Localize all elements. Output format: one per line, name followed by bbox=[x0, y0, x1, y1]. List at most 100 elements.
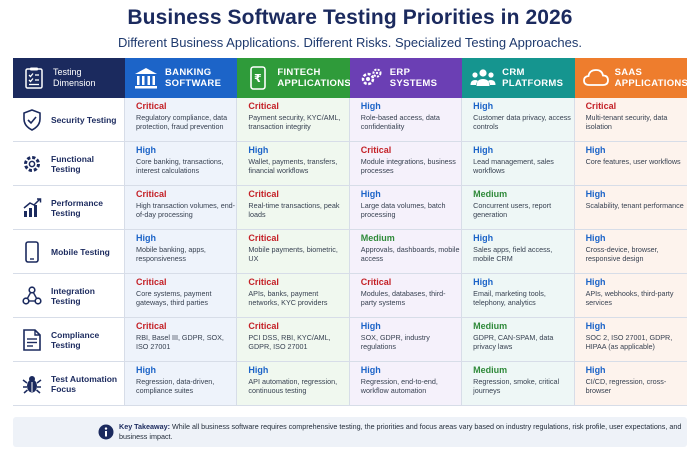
header-saas: SAAS APPLICATIONS bbox=[574, 58, 688, 98]
priority-description: Scalability, tenant performance bbox=[585, 201, 684, 210]
priority-description: Wallet, payments, transfers, financial w… bbox=[248, 157, 338, 175]
priority-description: Multi-tenant security, data isolation bbox=[585, 113, 668, 131]
bug-icon bbox=[21, 373, 43, 395]
priority-description: Customer data privacy, access controls bbox=[473, 113, 571, 131]
fintech-cell: High API automation, regression, continuo… bbox=[237, 362, 350, 405]
priority-description: Core features, user workflows bbox=[585, 157, 681, 166]
priority-description: Module integrations, business processes bbox=[360, 157, 456, 175]
priority-level: Critical bbox=[136, 277, 167, 287]
priority-level: High bbox=[473, 101, 494, 111]
priority-description: Regression, data-driven, compliance suit… bbox=[136, 377, 215, 395]
erp-cell: Critical Module integrations, business pr… bbox=[349, 142, 463, 185]
priority-description: Payment security, KYC/AML, transaction i… bbox=[248, 113, 341, 131]
priority-description: Sales apps, field access, mobile CRM bbox=[473, 245, 553, 263]
erp-cell: Medium Approvals, dashboards, mobile acce… bbox=[349, 230, 463, 273]
priority-description: Approvals, dashboards, mobile access bbox=[360, 245, 460, 263]
header-dimension-label: Testing Dimension bbox=[53, 67, 96, 88]
cloud-icon bbox=[582, 65, 609, 91]
page-title: Business Software Testing Priorities in … bbox=[127, 6, 573, 29]
priority-description: Mobile payments, biometric, UX bbox=[248, 245, 338, 263]
dimension-cell: Security Testing bbox=[13, 98, 125, 141]
priority-level: Critical bbox=[248, 321, 279, 331]
crm-cell: Medium Regression, smoke, critical journe… bbox=[462, 362, 575, 405]
bar-chart-icon bbox=[21, 197, 43, 219]
priority-level: High bbox=[248, 365, 269, 375]
priority-level: High bbox=[585, 189, 606, 199]
priority-level: Critical bbox=[136, 321, 167, 331]
table-row: Functional Testing High Core banking, tran… bbox=[13, 142, 687, 186]
priority-description: Regression, smoke, critical journeys bbox=[473, 377, 560, 395]
priority-level: High bbox=[360, 321, 381, 331]
priority-description: SOX, GDPR, industry regulations bbox=[360, 333, 430, 351]
priority-level: Medium bbox=[473, 365, 508, 375]
saas-cell: Critical Multi-tenant security, data isol… bbox=[574, 98, 687, 141]
priority-level: High bbox=[136, 145, 156, 155]
priorities-table: Testing Dimension BANKING SOFTWARE ₹ FINT… bbox=[13, 58, 688, 406]
priority-description: High transaction volumes, end-of-day pro… bbox=[136, 201, 236, 219]
document-icon bbox=[21, 328, 43, 351]
priority-description: Modules, databases, third-party systems bbox=[360, 289, 446, 307]
saas-cell: High Cross-device, browser, responsive de… bbox=[574, 230, 687, 273]
priority-level: High bbox=[473, 233, 494, 243]
erp-cell: High SOX, GDPR, industry regulations bbox=[349, 318, 463, 361]
users-icon bbox=[470, 65, 496, 91]
priority-description: Regulatory compliance, data protection, … bbox=[136, 113, 228, 131]
priority-description: Email, marketing tools, telephony, analy… bbox=[473, 289, 546, 307]
priority-level: High bbox=[360, 365, 381, 375]
priority-level: High bbox=[360, 189, 381, 199]
banking-cell: Critical Core systems, payment gateways, … bbox=[125, 274, 238, 317]
header-banking: BANKING SOFTWARE bbox=[125, 58, 238, 98]
saas-cell: High SOC 2, ISO 27001, GDPR, HIPAA (as ap… bbox=[574, 318, 687, 361]
crm-cell: Medium Concurrent users, report generatio… bbox=[462, 186, 575, 229]
banking-cell: High Core banking, transactions, interest… bbox=[125, 142, 238, 185]
takeaway-text: Key Takeaway: While all business softwar… bbox=[119, 422, 687, 442]
dimension-cell: Performance Testing bbox=[13, 186, 125, 229]
saas-cell: High Core features, user workflows bbox=[574, 142, 687, 185]
priority-description: Core systems, payment gateways, third pa… bbox=[136, 289, 212, 307]
header-crm: CRM PLATFORMS bbox=[462, 58, 575, 98]
header-erp: ERP SYSTEMS bbox=[349, 58, 463, 98]
priority-description: SOC 2, ISO 27001, GDPR, HIPAA (as applic… bbox=[585, 333, 673, 351]
priority-level: High bbox=[585, 365, 606, 375]
svg-text:₹: ₹ bbox=[254, 72, 262, 85]
priority-description: API automation, regression, continuous t… bbox=[248, 377, 338, 395]
mobile-money-icon: ₹ bbox=[245, 65, 271, 91]
checklist-icon bbox=[21, 65, 47, 91]
header-fintech: ₹ FINTECH APPLICATIONS bbox=[237, 58, 351, 98]
priority-level: Medium bbox=[360, 233, 395, 243]
priority-level: High bbox=[360, 101, 381, 111]
dimension-label: Mobile Testing bbox=[51, 246, 110, 257]
saas-cell: High APIs, webhooks, third-party services bbox=[574, 274, 687, 317]
priority-description: Concurrent users, report generation bbox=[473, 201, 552, 219]
erp-cell: High Role-based access, data confidential… bbox=[349, 98, 463, 141]
crm-cell: High Email, marketing tools, telephony, a… bbox=[462, 274, 575, 317]
shield-icon bbox=[21, 108, 43, 131]
header-erp-label: ERP SYSTEMS bbox=[389, 67, 438, 89]
priority-level: High bbox=[585, 277, 606, 287]
priority-level: High bbox=[248, 145, 269, 155]
dimension-cell: Mobile Testing bbox=[13, 230, 125, 273]
dimension-label: Security Testing bbox=[51, 114, 117, 125]
priority-level: High bbox=[585, 321, 606, 331]
priority-description: Real-time transactions, peak loads bbox=[248, 201, 340, 219]
gears-icon bbox=[358, 65, 384, 91]
priority-level: High bbox=[585, 145, 606, 155]
priority-description: Role-based access, data confidentiality bbox=[360, 113, 440, 131]
priority-level: Critical bbox=[585, 101, 617, 111]
header-crm-label: CRM PLATFORMS bbox=[502, 67, 564, 89]
crm-cell: High Lead management, sales workflows bbox=[462, 142, 575, 185]
table-header: Testing Dimension BANKING SOFTWARE ₹ FINT… bbox=[13, 58, 688, 98]
table-row: Security Testing Critical Regulatory compl… bbox=[13, 98, 687, 142]
fintech-cell: Critical PCI DSS, RBI, KYC/AML, GDPR, ISO… bbox=[237, 318, 350, 361]
dimension-label: Functional Testing bbox=[51, 153, 94, 174]
saas-cell: High CI/CD, regression, cross-browser bbox=[574, 362, 687, 405]
priority-description: APIs, webhooks, third-party services bbox=[585, 289, 674, 307]
info-icon bbox=[98, 424, 114, 440]
dimension-label: Compliance Testing bbox=[51, 329, 100, 350]
priority-level: Medium bbox=[473, 321, 508, 331]
fintech-cell: High Wallet, payments, transfers, financi… bbox=[237, 142, 350, 185]
fintech-cell: Critical Payment security, KYC/AML, trans… bbox=[237, 98, 350, 141]
dimension-cell: Functional Testing bbox=[13, 142, 125, 185]
table-row: Integration Testing Critical Core systems,… bbox=[13, 274, 687, 318]
priority-description: Lead management, sales workflows bbox=[473, 157, 554, 175]
